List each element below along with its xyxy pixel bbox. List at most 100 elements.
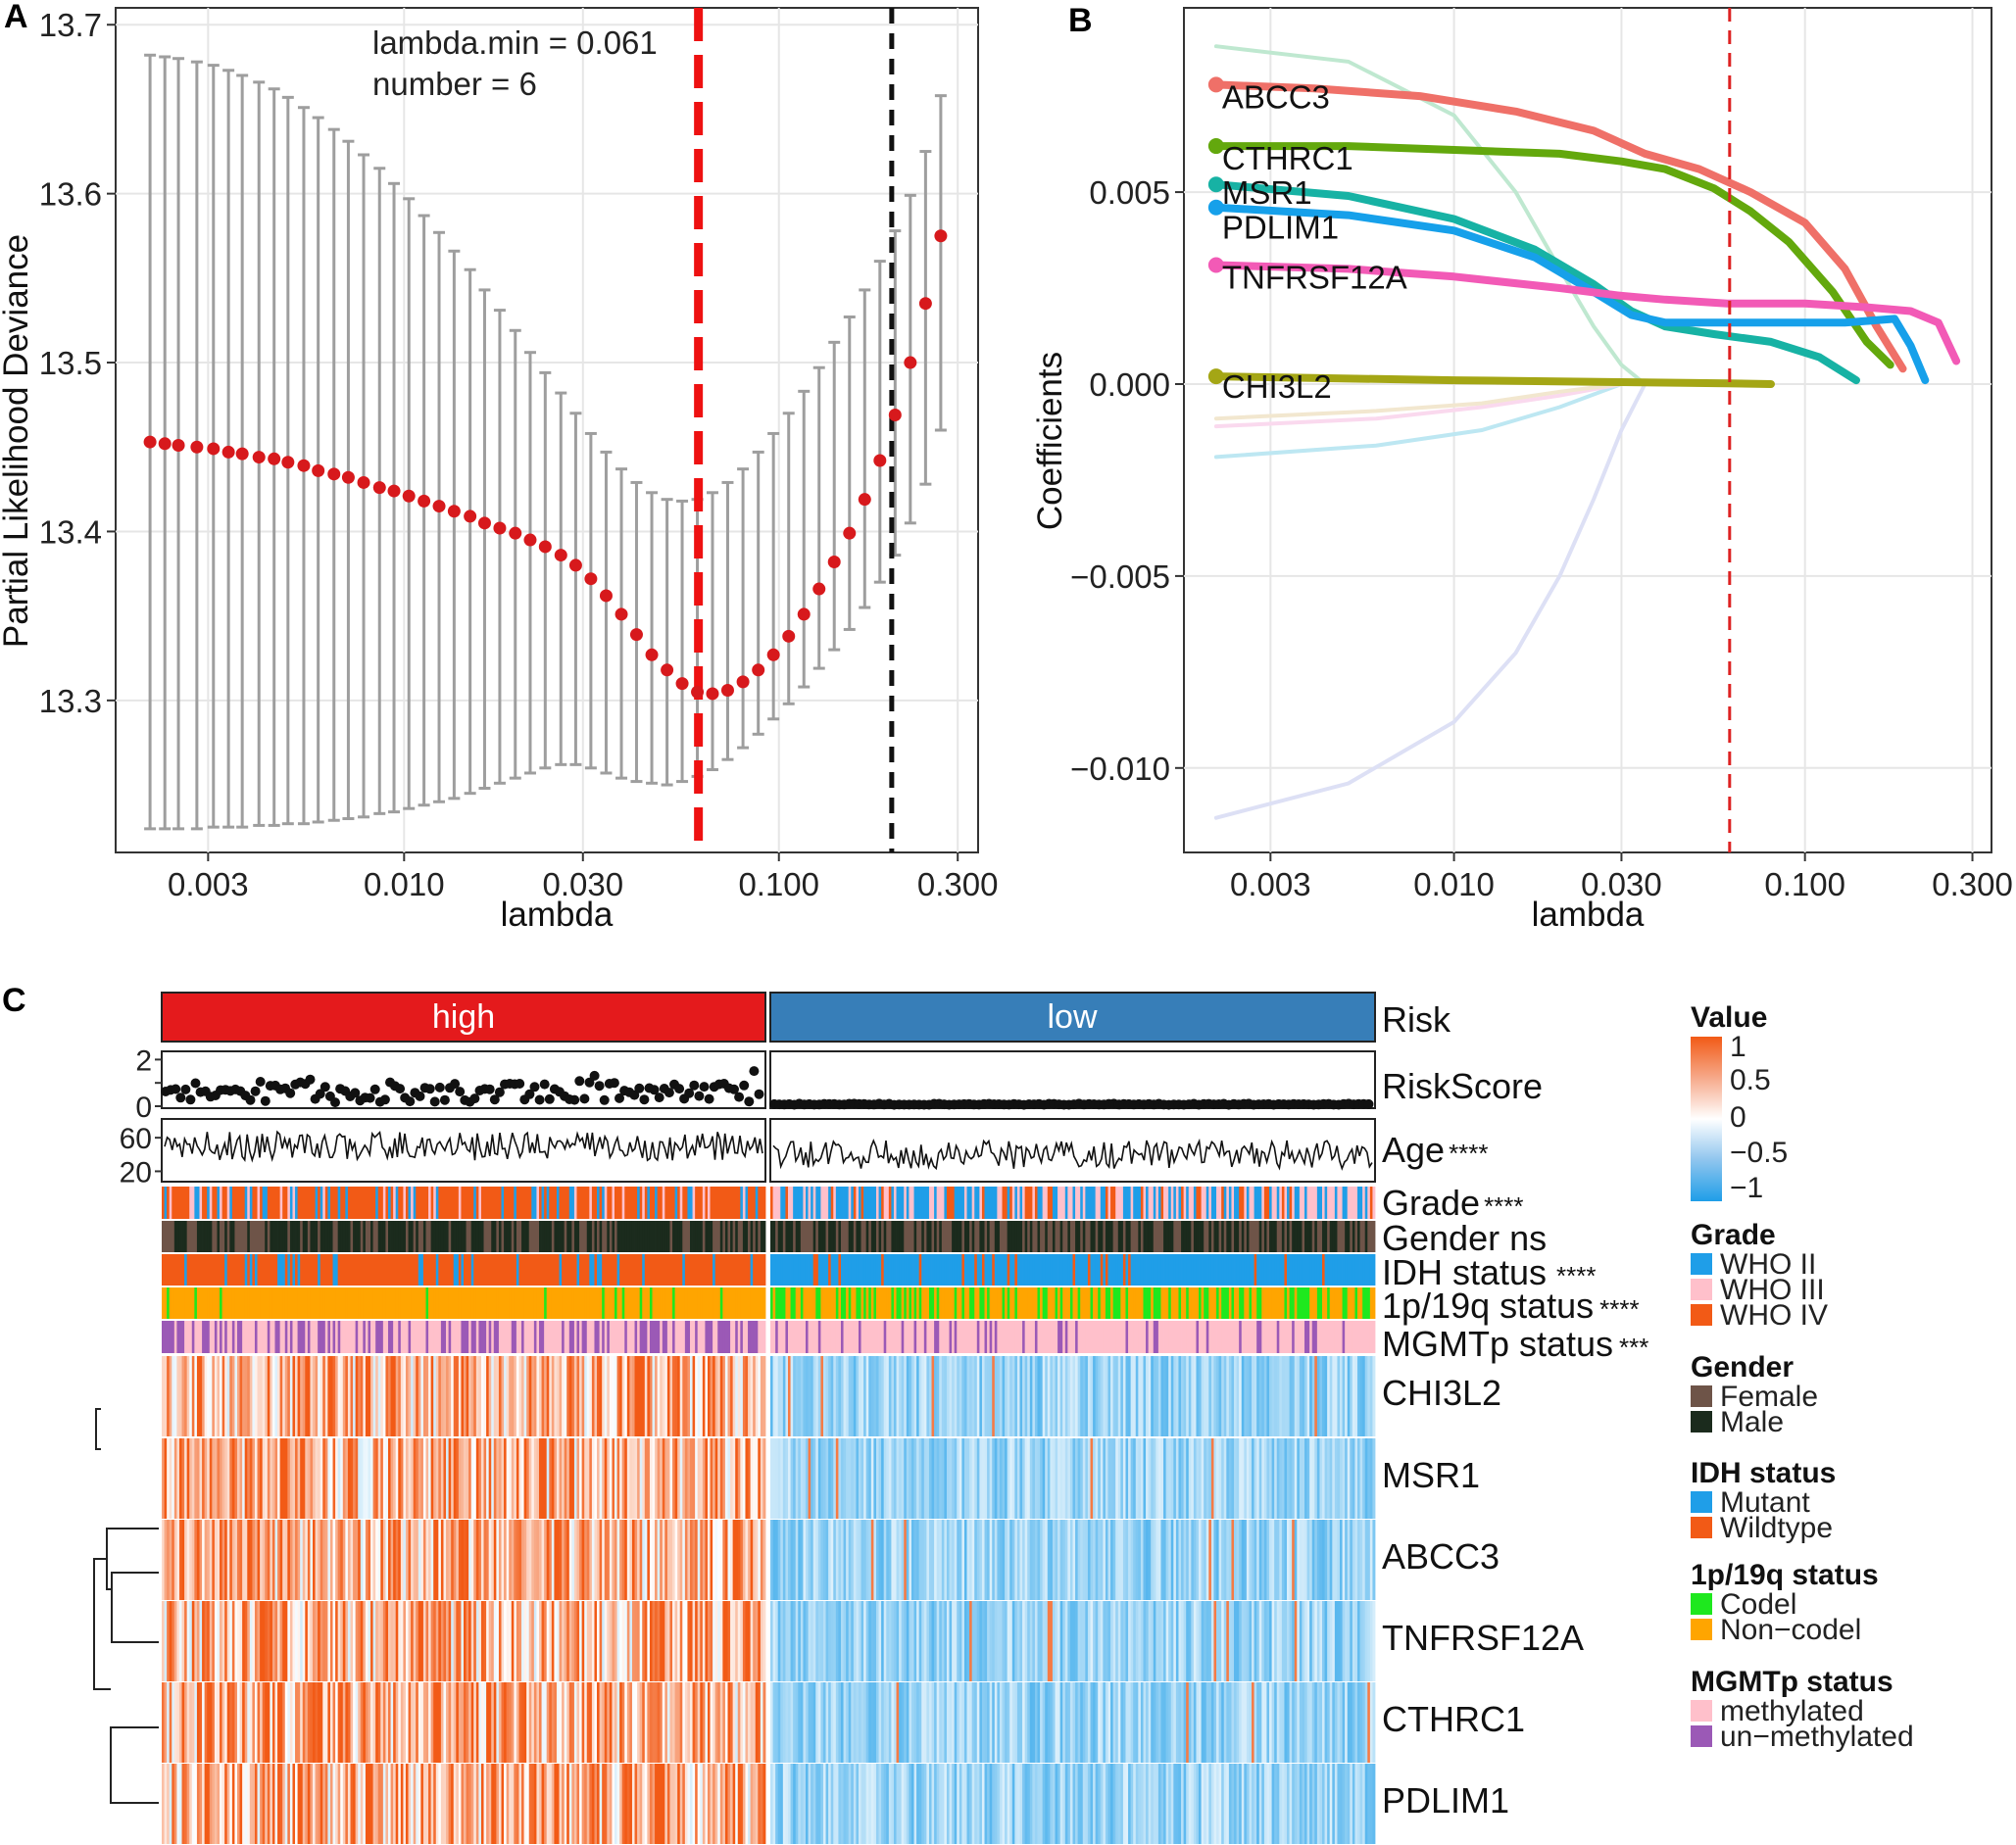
heatmap-cell — [815, 1356, 819, 1436]
heatmap-cell — [1354, 1601, 1358, 1681]
grade-track-cell — [196, 1187, 200, 1219]
codel-track-cell — [873, 1287, 877, 1319]
heatmap-cell — [327, 1356, 331, 1436]
grade-track-cell — [853, 1187, 857, 1219]
heatmap-cell — [825, 1438, 829, 1519]
heatmap-cell — [1095, 1520, 1099, 1600]
heatmap-cell — [546, 1601, 550, 1681]
heatmap-cell — [267, 1601, 270, 1681]
heatmap-cell — [1011, 1438, 1015, 1519]
codel-track-cell — [918, 1287, 922, 1319]
heatmap-cell — [672, 1438, 675, 1519]
heatmap-cell — [509, 1601, 513, 1681]
mgmt-track-cell — [916, 1321, 920, 1353]
heatmap-cell — [267, 1520, 270, 1600]
mgmt-track-cell — [609, 1321, 613, 1353]
mgmt-track-cell — [365, 1321, 369, 1353]
grade-track-cell — [1292, 1187, 1296, 1219]
heatmap-cell — [209, 1520, 213, 1600]
heatmap-cell — [270, 1438, 273, 1519]
heatmap-cell — [1075, 1438, 1079, 1519]
heatmap-cell — [707, 1438, 711, 1519]
deviance-point — [297, 459, 311, 472]
heatmap-cell — [324, 1520, 328, 1600]
heatmap-cell — [1087, 1520, 1091, 1600]
heatmap-cell — [418, 1520, 421, 1600]
heatmap-cell — [329, 1438, 333, 1519]
heatmap-cell — [375, 1438, 379, 1519]
grade-track-cell — [1314, 1187, 1318, 1219]
heatmap-cell — [788, 1438, 791, 1519]
codel-track-cell — [546, 1287, 550, 1319]
gender-track-cell — [1146, 1221, 1150, 1252]
heatmap-cell — [1117, 1520, 1121, 1600]
idh-track-cell — [533, 1254, 537, 1286]
grade-track-cell — [647, 1187, 651, 1219]
heatmap-cell — [856, 1601, 860, 1681]
idh-track-cell — [1178, 1254, 1182, 1286]
heatmap-cell — [1292, 1520, 1296, 1600]
codel-track-cell — [584, 1287, 588, 1319]
mgmt-track-cell — [1110, 1321, 1114, 1353]
heatmap-cell — [458, 1356, 462, 1436]
heatmap-cell — [217, 1438, 221, 1519]
heatmap-cell — [669, 1601, 673, 1681]
mgmt-track-cell — [961, 1321, 965, 1353]
heatmap-cell — [327, 1601, 331, 1681]
deviance-point — [568, 558, 582, 572]
idh-track-cell — [714, 1254, 718, 1286]
heatmap-cell — [581, 1438, 585, 1519]
codel-track-cell — [562, 1287, 565, 1319]
grade-track-cell — [265, 1187, 269, 1219]
codel-track-cell — [506, 1287, 510, 1319]
deviance-point — [888, 408, 902, 421]
gender-track-cell — [1279, 1221, 1283, 1252]
codel-track-cell — [1354, 1287, 1358, 1319]
heatmap-cell — [1234, 1438, 1237, 1519]
gender-track-cell — [602, 1221, 606, 1252]
grade-track-cell — [732, 1187, 736, 1219]
grade-track-cell — [1082, 1187, 1086, 1219]
idh-track-cell — [1287, 1254, 1290, 1286]
heatmap-cell — [511, 1356, 515, 1436]
heatmap-cell — [1256, 1438, 1260, 1519]
heatmap-cell — [486, 1356, 490, 1436]
riskscore-point — [704, 1093, 714, 1104]
heatmap-cell — [353, 1682, 357, 1763]
grade-track-cell — [464, 1187, 467, 1219]
heatmap-cell — [353, 1520, 357, 1600]
codel-track-cell — [1322, 1287, 1325, 1319]
gender-track-cell — [992, 1221, 996, 1252]
riskscore-point — [684, 1088, 695, 1098]
codel-track-cell — [528, 1287, 532, 1319]
gender-track-cell — [1359, 1221, 1363, 1252]
grade-track-cell — [360, 1187, 364, 1219]
grade-track-cell — [1103, 1187, 1106, 1219]
idh-track-cell — [498, 1254, 502, 1286]
codel-track-cell — [1284, 1287, 1288, 1319]
codel-track-cell — [822, 1287, 826, 1319]
heatmap-cell — [1014, 1601, 1018, 1681]
heatmap-cell — [820, 1601, 824, 1681]
deviance-point — [418, 494, 431, 508]
gender-track-cell — [523, 1221, 527, 1252]
heatmap-cell — [448, 1601, 452, 1681]
heatmap-cell — [353, 1356, 357, 1436]
heatmap-cell — [959, 1438, 962, 1519]
grade-track-cell — [224, 1187, 228, 1219]
idh-track-cell — [1281, 1254, 1285, 1286]
heatmap-cell — [604, 1356, 608, 1436]
heatmap-cell — [607, 1520, 611, 1600]
heatmap-cell — [853, 1356, 857, 1436]
codel-track-cell — [732, 1287, 736, 1319]
heatmap-cell — [1160, 1356, 1164, 1436]
idh-track-cell — [820, 1254, 824, 1286]
heatmap-cell — [684, 1601, 688, 1681]
grade-track-cell — [169, 1187, 172, 1219]
heatmap-cell — [1347, 1601, 1351, 1681]
heatmap-cell — [1100, 1520, 1104, 1600]
heatmap-cell — [257, 1682, 261, 1763]
riskscore-point — [350, 1088, 361, 1098]
grade-track-cell — [805, 1187, 809, 1219]
codel-track-cell — [1135, 1287, 1139, 1319]
